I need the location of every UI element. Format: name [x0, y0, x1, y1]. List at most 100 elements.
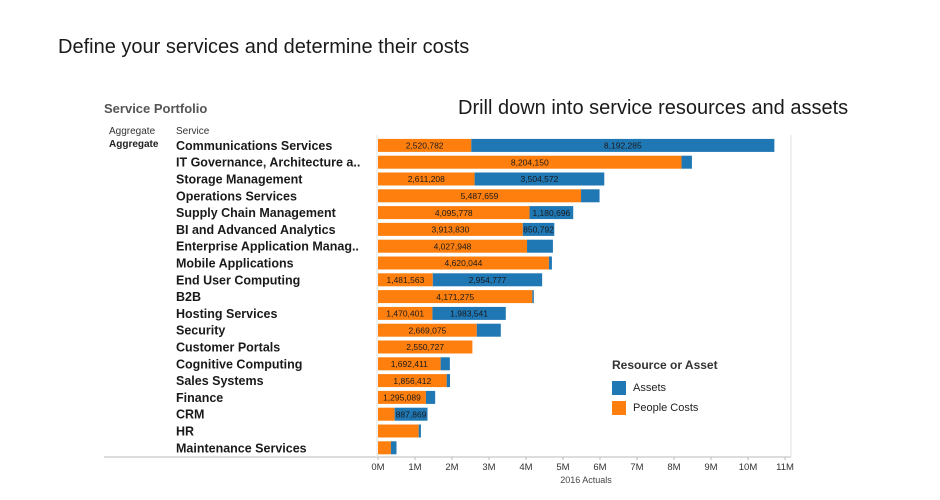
bar-assets-supply-chain-management — [529, 206, 574, 220]
data-label-people-costs-communications-services: 2,520,782 — [406, 141, 444, 151]
data-label-assets-crm: 887,869 — [396, 409, 427, 419]
bar-assets-mobile-applications — [548, 256, 552, 270]
legend: Resource or Asset Assets People Costs — [612, 358, 718, 418]
category-label-it-governance-architecture-a: IT Governance, Architecture a.. — [176, 156, 360, 170]
x-tick-label-6m: 6M — [593, 462, 606, 473]
bar-assets-b2b — [532, 290, 534, 304]
data-label-people-costs-it-governance-architecture-a: 8,204,150 — [511, 157, 549, 167]
data-label-assets-supply-chain-management: 1,180,696 — [532, 208, 570, 218]
bar-assets-cognitive-computing — [440, 357, 450, 371]
bar-assets-crm — [394, 407, 428, 421]
bar-assets-finance — [425, 390, 436, 404]
data-label-people-costs-security: 2,669,075 — [408, 325, 446, 335]
data-label-people-costs-hosting-services: 1,470,401 — [386, 309, 424, 319]
x-tick-label-4m: 4M — [519, 462, 532, 473]
x-tick-label-7m: 7M — [630, 462, 643, 473]
data-label-people-costs-mobile-applications: 4,620,044 — [445, 258, 483, 268]
legend-item-assets[interactable]: Assets — [612, 378, 718, 398]
category-label-cognitive-computing: Cognitive Computing — [176, 357, 302, 371]
bar-people-costs-enterprise-application-manag — [378, 239, 528, 253]
category-label-crm: CRM — [176, 408, 204, 422]
x-tick-label-8m: 8M — [667, 462, 680, 473]
category-label-hr: HR — [176, 425, 194, 439]
category-label-supply-chain-management: Supply Chain Management — [176, 206, 337, 220]
bar-people-costs-hosting-services — [378, 306, 433, 320]
category-label-operations-services: Operations Services — [176, 189, 297, 203]
x-tick-label-1m: 1M — [408, 462, 421, 473]
x-tick-label-3m: 3M — [482, 462, 495, 473]
category-label-bi-and-advanced-analytics: BI and Advanced Analytics — [176, 223, 336, 237]
bar-people-costs-it-governance-architecture-a — [378, 155, 682, 169]
column-header-aggregate: Aggregate — [109, 126, 156, 137]
bar-people-costs-supply-chain-management — [378, 206, 530, 220]
bar-people-costs-hr — [378, 424, 419, 438]
data-label-people-costs-storage-management: 2,611,208 — [408, 174, 445, 184]
x-tick-label-5m: 5M — [556, 462, 569, 473]
data-label-people-costs-end-user-computing: 1,481,563 — [386, 275, 424, 285]
category-label-end-user-computing: End User Computing — [176, 273, 300, 287]
data-label-people-costs-bi-and-advanced-analytics: 3,913,830 — [431, 225, 469, 235]
subhead: Drill down into service resources and as… — [458, 97, 849, 119]
bar-assets-end-user-computing — [432, 273, 543, 287]
data-label-people-costs-cognitive-computing: 1,692,411 — [391, 359, 428, 369]
category-label-sales-systems: Sales Systems — [176, 374, 264, 388]
category-label-b2b: B2B — [176, 290, 201, 304]
data-label-people-costs-sales-systems: 1,856,412 — [393, 376, 431, 386]
data-label-people-costs-finance: 1,295,089 — [383, 393, 421, 403]
bar-people-costs-maintenance-services — [378, 441, 391, 455]
bar-assets-communications-services — [471, 138, 775, 152]
data-label-assets-storage-management: 3,504,572 — [521, 174, 559, 184]
column-header-service: Service — [176, 126, 210, 137]
x-tick-label-0m: 0M — [371, 462, 384, 473]
x-tick-label-2m: 2M — [445, 462, 458, 473]
bar-people-costs-communications-services — [378, 138, 472, 152]
category-label-security: Security — [176, 324, 225, 338]
bar-assets-storage-management — [474, 172, 605, 186]
category-label-customer-portals: Customer Portals — [176, 341, 280, 355]
category-label-maintenance-services: Maintenance Services — [176, 441, 307, 455]
data-label-people-costs-b2b: 4,171,275 — [436, 292, 474, 302]
bar-assets-it-governance-architecture-a — [681, 155, 692, 169]
legend-swatch-assets — [612, 381, 626, 395]
bar-people-costs-b2b — [378, 290, 533, 304]
data-label-people-costs-supply-chain-management: 4,095,778 — [435, 208, 473, 218]
data-label-assets-hosting-services: 1,983,541 — [450, 309, 488, 319]
legend-label-people-costs: People Costs — [633, 402, 699, 414]
bar-assets-hr — [418, 424, 421, 438]
data-label-people-costs-operations-services: 5,487,659 — [461, 191, 499, 201]
legend-item-people-costs[interactable]: People Costs — [612, 398, 718, 418]
category-label-storage-management: Storage Management — [176, 173, 303, 187]
category-label-finance: Finance — [176, 391, 223, 405]
bar-assets-operations-services — [581, 189, 600, 203]
x-tick-label-11m: 11M — [776, 462, 794, 473]
legend-title: Resource or Asset — [612, 358, 718, 372]
category-label-communications-services: Communications Services — [176, 139, 332, 153]
bar-assets-sales-systems — [446, 374, 451, 388]
x-tick-label-10m: 10M — [739, 462, 758, 473]
bar-assets-maintenance-services — [390, 441, 397, 455]
data-label-assets-end-user-computing: 2,954,777 — [469, 275, 507, 285]
bar-people-costs-mobile-applications — [378, 256, 549, 270]
data-label-people-costs-enterprise-application-manag: 4,027,948 — [434, 241, 472, 251]
bar-people-costs-cognitive-computing — [378, 357, 441, 371]
bar-assets-hosting-services — [432, 306, 506, 320]
legend-label-assets: Assets — [633, 382, 667, 394]
bar-assets-enterprise-application-manag — [527, 239, 553, 253]
chart-title: Service Portfolio — [104, 101, 208, 116]
bar-people-costs-crm — [378, 407, 395, 421]
x-tick-label-9m: 9M — [704, 462, 717, 473]
bar-people-costs-bi-and-advanced-analytics — [378, 222, 523, 236]
bar-people-costs-customer-portals — [378, 340, 473, 354]
bar-people-costs-end-user-computing — [378, 273, 433, 287]
bar-people-costs-sales-systems — [378, 374, 447, 388]
bar-people-costs-security — [378, 323, 477, 337]
category-label-enterprise-application-manag: Enterprise Application Manag.. — [176, 240, 359, 254]
bar-assets-security — [476, 323, 501, 337]
data-label-assets-bi-and-advanced-analytics: 850,792 — [523, 225, 554, 235]
bar-people-costs-operations-services — [378, 189, 582, 203]
bar-people-costs-finance — [378, 390, 426, 404]
x-axis-title: 2016 Actuals — [560, 475, 612, 485]
headline: Define your services and determine their… — [58, 36, 470, 58]
data-label-people-costs-customer-portals: 2,550,727 — [406, 342, 444, 352]
